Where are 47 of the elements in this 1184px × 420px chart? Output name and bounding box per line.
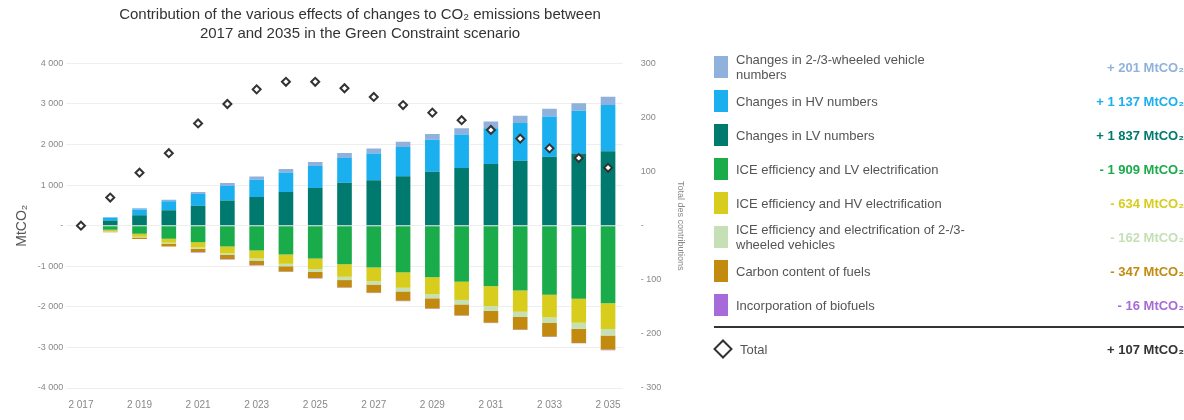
y2-tick-label: - 200	[640, 328, 662, 339]
y-axis-title: MtCO₂	[13, 204, 30, 247]
legend-label: Changes in LV numbers	[736, 127, 876, 143]
y2-tick-label: - 100	[640, 274, 662, 285]
legend-label: Total	[740, 341, 769, 357]
text: + 1 137 MtCO₂	[1096, 93, 1184, 109]
x-tick-label: 2 035	[595, 398, 621, 410]
y2-axis-title: Total des contributions	[676, 180, 687, 271]
chart-title: Contribution of the various effects of changes to CO₂ emissions between 2017 and 2035 in the Green Constraint scenario	[118, 4, 602, 43]
x-tick-label: 2 025	[302, 398, 329, 410]
legend-label: ICE efficiency and LV electrification	[736, 161, 940, 177]
y-tick-label: 1 000	[40, 179, 64, 190]
y-tick-label: 4 000	[40, 57, 64, 68]
legend-label: ICE efficiency and electrification of 2-/3-wheeled vehicles	[736, 222, 966, 252]
text: + 1 837 MtCO₂	[1096, 127, 1184, 143]
x-tick-label: 2 033	[536, 398, 563, 410]
y2-tick-label: - 300	[640, 382, 662, 393]
legend-label: Carbon content of fuels	[736, 263, 872, 279]
y-tick-label: -1 000	[37, 260, 64, 271]
x-tick-label: 2 017	[68, 398, 94, 410]
y-tick-label: -	[60, 220, 64, 231]
text: + 201 MtCO₂	[1107, 59, 1184, 75]
y2-tick-label: -	[640, 220, 644, 231]
y2-tick-label: 200	[640, 111, 656, 122]
text: + 107 MtCO₂	[1107, 341, 1184, 357]
legend-label: ICE efficiency and HV electrification	[736, 195, 943, 211]
text: - 1 909 MtCO₂	[1099, 161, 1184, 177]
y-tick-label: -2 000	[37, 301, 64, 312]
x-tick-label: 2 027	[361, 398, 387, 410]
x-tick-label: 2 019	[127, 398, 153, 410]
text: - 634 MtCO₂	[1110, 195, 1184, 211]
legend-label: Changes in 2-/3-wheeled vehicle numbers	[736, 52, 926, 82]
x-tick-label: 2 023	[244, 398, 270, 410]
legend-label: Incorporation of biofuels	[736, 297, 876, 313]
text: - 347 MtCO₂	[1110, 263, 1184, 279]
y-tick-label: 2 000	[40, 139, 64, 150]
x-tick-label: 2 021	[185, 398, 212, 410]
x-tick-label: 2 031	[478, 398, 504, 410]
legend-label: Changes in HV numbers	[736, 93, 879, 109]
y2-tick-label: 300	[640, 57, 656, 68]
x-tick-label: 2 029	[419, 398, 446, 410]
text: - 16 MtCO₂	[1117, 297, 1184, 313]
y-tick-label: -3 000	[37, 341, 64, 352]
text: - 162 MtCO₂	[1110, 229, 1184, 245]
y-tick-label: 3 000	[40, 98, 64, 109]
y2-tick-label: 100	[640, 166, 656, 177]
y-tick-label: -4 000	[37, 382, 64, 393]
